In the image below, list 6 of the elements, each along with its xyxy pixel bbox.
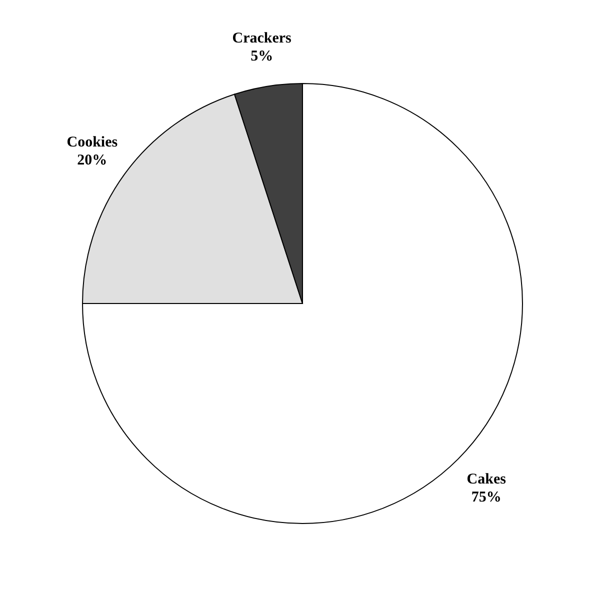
data-label: 75% [471,489,502,506]
slice-label: Cakes [466,471,506,488]
data-label: 20% [77,152,108,169]
data-label: 5% [250,48,274,65]
slice-label: Cookies [66,134,118,151]
slice-label: Crackers [232,30,292,47]
